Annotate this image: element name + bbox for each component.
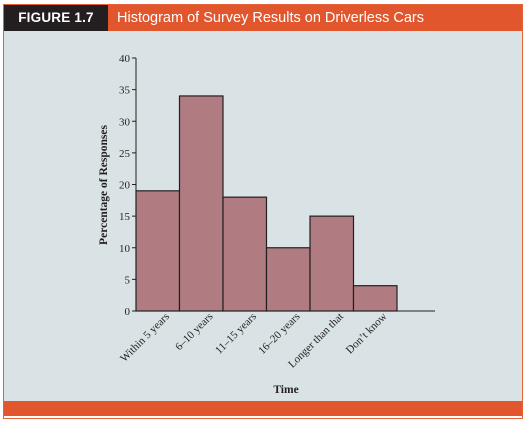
x-tick-label: Don’t know: [344, 311, 390, 357]
y-axis-title: Percentage of Responses: [98, 125, 110, 245]
y-tick-label: 20: [119, 180, 131, 192]
y-tick-label: 5: [125, 274, 131, 286]
x-tick-label: 11–15 years: [213, 311, 259, 357]
y-tick-label: 40: [119, 53, 131, 65]
y-tick-label: 35: [119, 85, 131, 97]
histogram-bar: [178, 95, 224, 312]
x-tick-label: 6–10 years: [173, 311, 215, 353]
histogram-bar: [135, 190, 181, 312]
y-tick-label: 25: [119, 148, 131, 160]
histogram-bar: [222, 196, 268, 312]
y-tick-label: 0: [125, 306, 131, 318]
x-axis-title: Time: [273, 384, 298, 396]
figure-title: Histogram of Survey Results on Driverles…: [117, 10, 425, 26]
y-tick-label: 30: [119, 116, 131, 128]
histogram-bar: [352, 285, 398, 312]
y-tick-label: 15: [119, 211, 131, 223]
figure-label: FIGURE 1.7: [4, 5, 108, 31]
y-tick-label: 10: [119, 243, 131, 255]
histogram-bar: [265, 247, 311, 312]
x-tick-label: Within 5 years: [118, 311, 172, 365]
x-tick-label: 16–20 years: [256, 311, 302, 357]
histogram-bar: [309, 215, 355, 312]
y-ticks-group: 0 5 10 15 20 25 30 35 40: [119, 53, 136, 318]
figure-footer-bar: [4, 401, 522, 416]
bars-group: [135, 95, 398, 312]
